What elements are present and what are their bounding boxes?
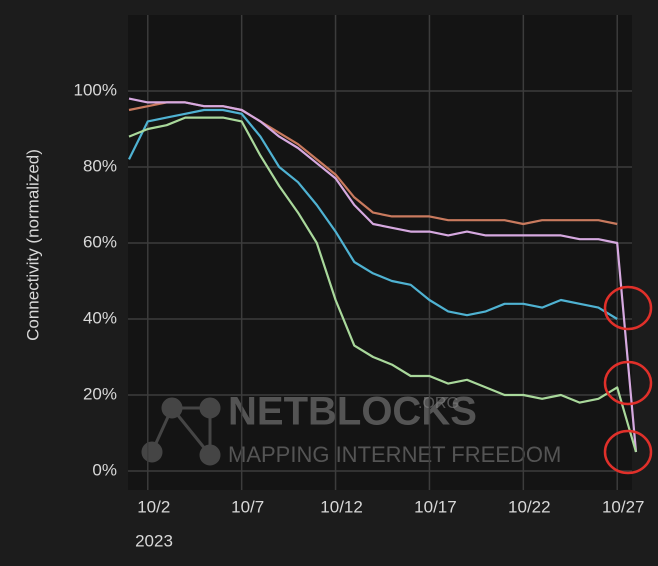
watermark: NETBLOCKS .ORG MAPPING INTERNET FREEDOM [141,390,561,467]
series-line [128,108,618,320]
x-tick-label: 10/12 [320,497,363,516]
x-tick-label: 10/27 [602,497,645,516]
y-tick-label: 60% [83,232,117,251]
marks [128,15,638,490]
x-tick-label: 10/7 [231,497,264,516]
watermark-brand: NETBLOCKS [228,390,477,434]
highlight-circle [603,360,653,406]
x-tick-label: 10/2 [137,497,170,516]
series-line [128,97,638,453]
x-tick-label: 10/22 [508,497,551,516]
series-line [128,116,638,453]
y-tick-label: 100% [74,80,117,99]
highlight-circles [603,285,653,475]
highlight-circle [603,429,653,475]
y-tick-label: 20% [83,384,117,403]
y-tick-label: 0% [92,460,117,479]
y-tick-label: 40% [83,308,117,327]
watermark-tagline: MAPPING INTERNET FREEDOM [228,442,561,467]
y-tick-label: 80% [83,156,117,175]
highlight-circle [603,285,653,331]
x-tick-label: 10/17 [414,497,457,516]
x-year-label: 2023 [135,531,173,550]
watermark-suffix: .ORG [418,395,459,412]
y-axis-title: Connectivity (normalized) [23,149,42,341]
